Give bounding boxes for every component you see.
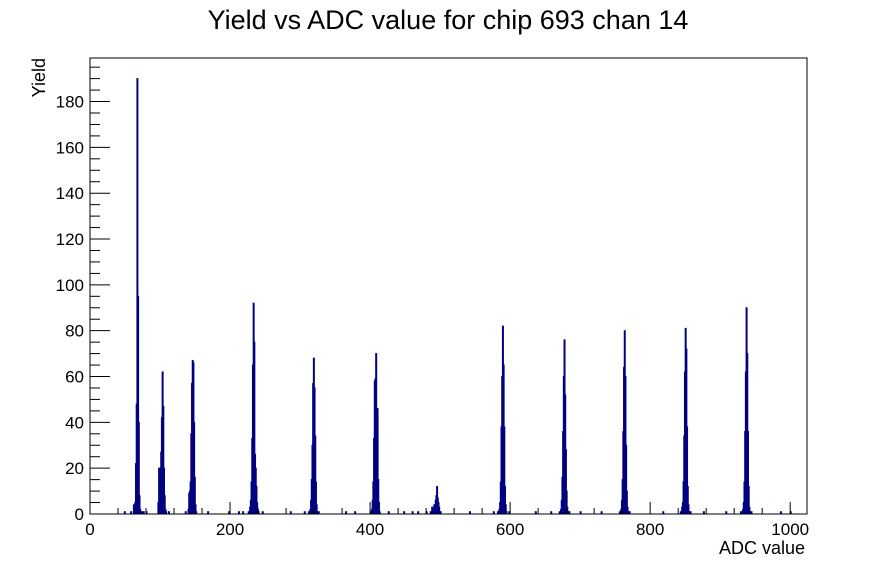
plot-frame (89, 57, 808, 515)
x-tick-label-1: 200 (216, 520, 244, 539)
y-tick-label-0: 0 (75, 505, 84, 524)
tick-labels: 0 200 400 600 800 1000 0 20 40 60 80 100 120 140 160 18… (56, 93, 809, 539)
y-tick-label-1: 20 (65, 459, 84, 478)
x-tick-label-0: 0 (85, 520, 94, 539)
y-axis-label: Yield (29, 58, 49, 97)
y-tick-label-9: 180 (56, 93, 84, 112)
histogram-bin-97 (431, 506, 434, 515)
x-tick-label-2: 400 (356, 520, 384, 539)
y-tick-label-8: 160 (56, 138, 84, 157)
y-tick-label-5: 100 (56, 276, 84, 295)
y-tick-label-3: 60 (65, 368, 84, 387)
histogram-bars (123, 78, 792, 515)
x-axis-label: ADC value (719, 538, 805, 558)
chart-title: Yield vs ADC value for chip 693 chan 14 (208, 5, 689, 35)
y-tick-label-6: 120 (56, 230, 84, 249)
x-tick-label-4: 800 (636, 520, 664, 539)
y-tick-label-4: 80 (65, 322, 84, 341)
y-tick-label-2: 40 (65, 413, 84, 432)
x-tick-label-3: 600 (496, 520, 524, 539)
y-tick-label-7: 140 (56, 184, 84, 203)
x-tick-label-5: 1000 (771, 520, 809, 539)
